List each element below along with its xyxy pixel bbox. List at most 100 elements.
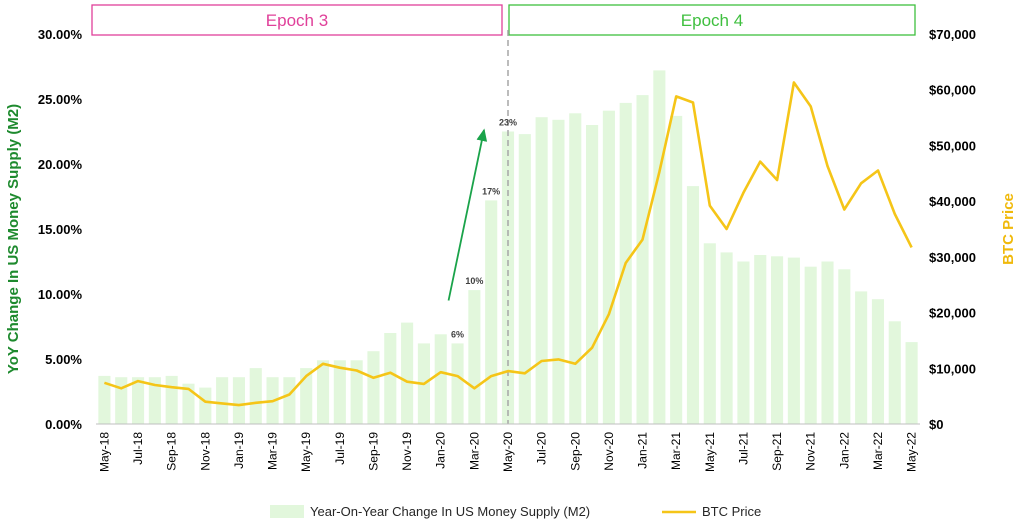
epoch-banner-1 (91, 4, 503, 36)
x-tick-label: Nov-21 (804, 432, 818, 471)
m2-bar-Dec-18 (216, 377, 229, 424)
right-tick-label: $40,000 (929, 194, 976, 209)
m2-bar-Jun-20 (518, 134, 531, 424)
m2-bar-Oct-18 (182, 383, 195, 424)
legend: Year-On-Year Change In US Money Supply (… (270, 504, 761, 519)
m2-bar-Feb-21 (653, 70, 666, 425)
right-tick-label: $20,000 (929, 306, 976, 321)
legend-label-btc: BTC Price (702, 504, 761, 519)
m2-bar-Jun-19 (316, 360, 330, 424)
data-label-Mar-20: 10% (465, 276, 483, 286)
x-tick-label: Jul-19 (333, 432, 347, 465)
m2-bar-Jul-21 (737, 261, 750, 424)
legend-label-m2: Year-On-Year Change In US Money Supply (… (310, 504, 590, 519)
data-label-Apr-20: 17% (482, 186, 500, 196)
m2-bar-Jun-21 (720, 252, 733, 424)
x-tick-label: Sep-19 (366, 432, 380, 471)
epoch-banner-2 (508, 4, 916, 36)
data-label-Feb-20: 6% (451, 329, 464, 339)
left-tick-label: 0.00% (45, 417, 82, 432)
x-tick-label: Jan-21 (636, 432, 650, 469)
m2-bar-Jul-19 (333, 360, 346, 424)
m2-bar-Sep-20 (569, 113, 582, 425)
m2-bar-Jul-18 (131, 377, 145, 424)
btc-price-line (103, 81, 913, 407)
data-label-May-20: 23% (499, 118, 517, 128)
x-tick-label: Nov-18 (198, 432, 212, 471)
left-tick-label: 20.00% (38, 157, 83, 172)
x-tick-label: Jan-20 (434, 432, 448, 469)
m2-bar-Dec-21 (821, 261, 834, 424)
left-tick-label: 30.00% (38, 27, 83, 42)
m2-bar-Feb-22 (855, 291, 868, 424)
m2-bar-Apr-21 (686, 186, 700, 424)
m2-bar-Sep-19 (367, 351, 380, 424)
x-tick-label: Sep-18 (165, 432, 179, 471)
right-tick-label: $30,000 (929, 250, 976, 265)
x-tick-label: Jan-22 (837, 432, 851, 469)
x-tick-label: Jan-19 (232, 432, 246, 469)
left-tick-label: 15.00% (38, 222, 83, 237)
trend-arrow (447, 128, 488, 301)
x-tick-label: May-19 (299, 432, 313, 472)
m2-bar-Jun-18 (115, 377, 128, 424)
x-tick-label: May-18 (97, 432, 111, 472)
m2-bar-Sep-18 (165, 375, 178, 424)
left-tick-label: 25.00% (38, 92, 83, 107)
x-tick-label: Sep-21 (770, 432, 784, 471)
right-axis-title: BTC Price (1000, 193, 1017, 265)
right-tick-label: $0 (929, 417, 943, 432)
left-tick-label: 10.00% (38, 287, 83, 302)
axes: 0.00% 5.00% 10.00% 15.00% 20.00% 25.00% 30.00%… (5, 27, 1017, 472)
m2-bar-Sep-21 (771, 256, 784, 424)
x-tick-label: May-21 (703, 432, 717, 472)
m2-bar-Nov-21 (804, 266, 817, 424)
m2-bar-Jul-20 (535, 117, 548, 424)
right-tick-label: $70,000 (929, 27, 976, 42)
m2-bar-May-19 (300, 368, 313, 424)
m2-bar-May-20 (501, 131, 515, 424)
left-tick-label: 5.00% (45, 352, 82, 367)
m2-bar-Feb-20 (451, 343, 464, 424)
epoch-label-1: Epoch 3 (266, 11, 328, 30)
m2-bar-May-21 (703, 243, 716, 424)
m2-bar-Jan-19 (232, 377, 245, 424)
m2-bar-Feb-19 (249, 368, 262, 424)
left-axis-title: YoY Change In US Money Supply (M2) (5, 104, 22, 374)
x-tick-label: Jul-20 (535, 432, 549, 465)
x-tick-label: Mar-22 (871, 432, 885, 470)
m2-bar-May-22 (905, 342, 918, 424)
x-tick-label: Mar-19 (266, 432, 280, 470)
m2-bar-Mar-21 (670, 115, 683, 425)
x-tick-label: Mar-21 (669, 432, 683, 470)
m2-bar-May-18 (98, 375, 111, 424)
m2-bar-Oct-20 (586, 125, 599, 424)
m2-bar-Aug-21 (754, 255, 767, 424)
m2-bar-Nov-19 (401, 322, 414, 424)
legend-swatch-m2 (270, 505, 304, 518)
m2-bar-Jan-22 (838, 269, 851, 424)
m2-bar-Oct-19 (384, 333, 397, 424)
x-tick-label: Jul-21 (736, 432, 750, 465)
x-tick-label: Nov-19 (400, 432, 414, 471)
m2-bar-Aug-20 (552, 119, 565, 425)
btc-price-series (103, 81, 913, 407)
m2-bar-Nov-20 (602, 110, 615, 424)
right-tick-label: $60,000 (929, 83, 976, 98)
epoch-banners: Epoch 3 Epoch 4 (91, 4, 916, 36)
x-tick-label: Mar-20 (467, 432, 481, 470)
m2-bar-Nov-18 (199, 387, 212, 424)
m2-bar-Aug-18 (148, 377, 161, 424)
m2-bar-Apr-20 (485, 200, 498, 424)
m2-bar-Oct-21 (787, 257, 800, 424)
m2-bar-Aug-19 (350, 360, 363, 424)
m2-bar-Jan-20 (434, 334, 447, 424)
m2-bar-Apr-22 (888, 321, 901, 424)
m2-bar-Mar-22 (871, 299, 885, 424)
epoch-label-2: Epoch 4 (681, 11, 743, 30)
right-tick-label: $50,000 (929, 138, 976, 153)
annotations: 6% 10% 17% 23% (447, 118, 517, 339)
m2-bar-Apr-19 (283, 377, 296, 424)
m2-bars (98, 70, 918, 425)
